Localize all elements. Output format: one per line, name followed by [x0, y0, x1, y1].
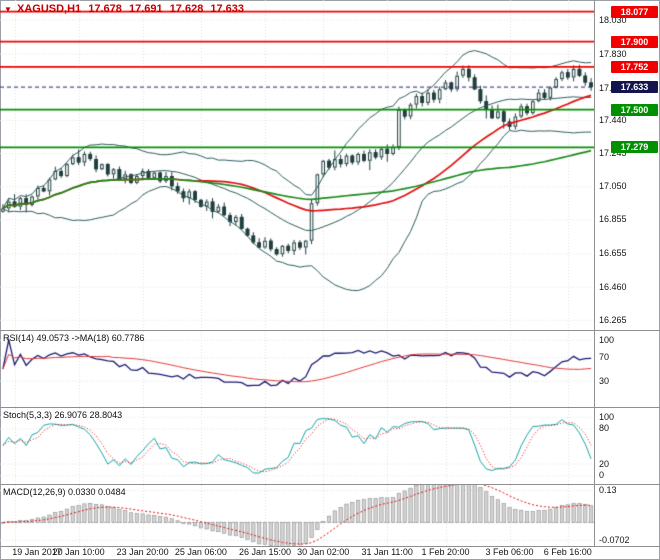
time-axis-label: 25 Jan 06:00	[174, 547, 227, 557]
stoch-indicator-label: Stoch(5,3,3) 26.9076 28.8043	[3, 410, 123, 420]
axis-tick-label: 16.265	[599, 314, 627, 325]
price-level-badge: 17.500	[611, 103, 658, 116]
symbol-marker-icon: ▼	[4, 5, 12, 14]
stoch-axis[interactable]: 100 80 20 0	[595, 408, 660, 484]
axis-tick-label: 17.830	[599, 48, 627, 59]
axis-tick-label: 0.13	[599, 485, 617, 495]
price-level-badge: 18.077	[611, 5, 658, 18]
macd-canvas[interactable]	[0, 485, 594, 546]
main-chart-canvas[interactable]	[0, 0, 594, 330]
rsi-axis[interactable]: 100 70 30	[595, 331, 660, 407]
axis-tick-label: 17.245	[599, 148, 627, 159]
price-level-badge: 17.279	[611, 141, 658, 154]
panel-divider	[0, 407, 660, 408]
time-axis-label: 30 Jan 02:00	[297, 547, 350, 557]
axis-tick-label: 80	[599, 423, 610, 434]
time-axis[interactable]: 19 Jan 2017 20 Jan 10:00 23 Jan 20:00 25 Ja…	[0, 546, 660, 560]
price-axis[interactable]: 18.03017.83017.63017.44017.24517.05016.8…	[595, 0, 660, 330]
panel-divider	[0, 484, 660, 485]
chart-symbol: XAGUSD,H1	[16, 3, 82, 15]
axis-tick-label: 16.855	[599, 214, 627, 225]
axis-tick-label: 0	[599, 470, 605, 481]
time-axis-label: 23 Jan 20:00	[116, 547, 169, 557]
axis-tick-label: -0.0702	[599, 534, 630, 545]
panel-divider	[0, 330, 660, 331]
time-axis-label: 3 Feb 06:00	[485, 547, 534, 557]
time-axis-label: 19 Jan 2017	[12, 547, 62, 557]
axis-tick-label: 20	[599, 458, 610, 469]
time-axis-label: 1 Feb 20:00	[421, 547, 470, 557]
axis-tick-label: 18.030	[599, 14, 627, 25]
chart-title: ▼ XAGUSD,H1 17.678 17.691 17.628 17.633	[4, 3, 248, 15]
time-axis-label: 31 Jan 11:00	[361, 547, 413, 557]
ohlc-close: 17.633	[210, 3, 245, 15]
axis-tick-label: 30	[599, 375, 610, 386]
macd-indicator-label: MACD(12,26,9) 0.0330 0.0484	[3, 487, 126, 497]
axis-tick-label: 100	[599, 334, 615, 345]
current-price-badge: 17.633	[611, 81, 658, 94]
ohlc-open: 17.678	[88, 3, 122, 15]
panel-divider	[0, 546, 660, 547]
axis-tick-label: 100	[599, 411, 615, 422]
time-axis-label: 26 Jan 15:00	[238, 547, 291, 557]
ohlc-low: 17.628	[169, 3, 204, 15]
price-level-badge: 17.900	[611, 35, 658, 48]
price-level-badge: 17.752	[611, 60, 658, 73]
macd-axis[interactable]: 0.13 -0.0702	[595, 485, 660, 546]
axis-tick-label: 17.440	[599, 114, 627, 125]
stoch-canvas[interactable]	[0, 408, 594, 484]
axis-tick-label: 16.460	[599, 281, 627, 292]
axis-tick-label: 16.655	[599, 248, 627, 259]
rsi-canvas[interactable]	[0, 331, 594, 407]
time-axis-label: 20 Jan 10:00	[52, 547, 105, 557]
axis-separator	[594, 0, 595, 546]
rsi-indicator-label: RSI(14) 49.0573 ->MA(18) 60.7786	[3, 333, 145, 343]
ohlc-high: 17.691	[128, 3, 163, 15]
axis-tick-label: 17.050	[599, 181, 627, 192]
axis-tick-label: 70	[599, 352, 610, 363]
time-axis-label: 6 Feb 16:00	[543, 547, 592, 557]
